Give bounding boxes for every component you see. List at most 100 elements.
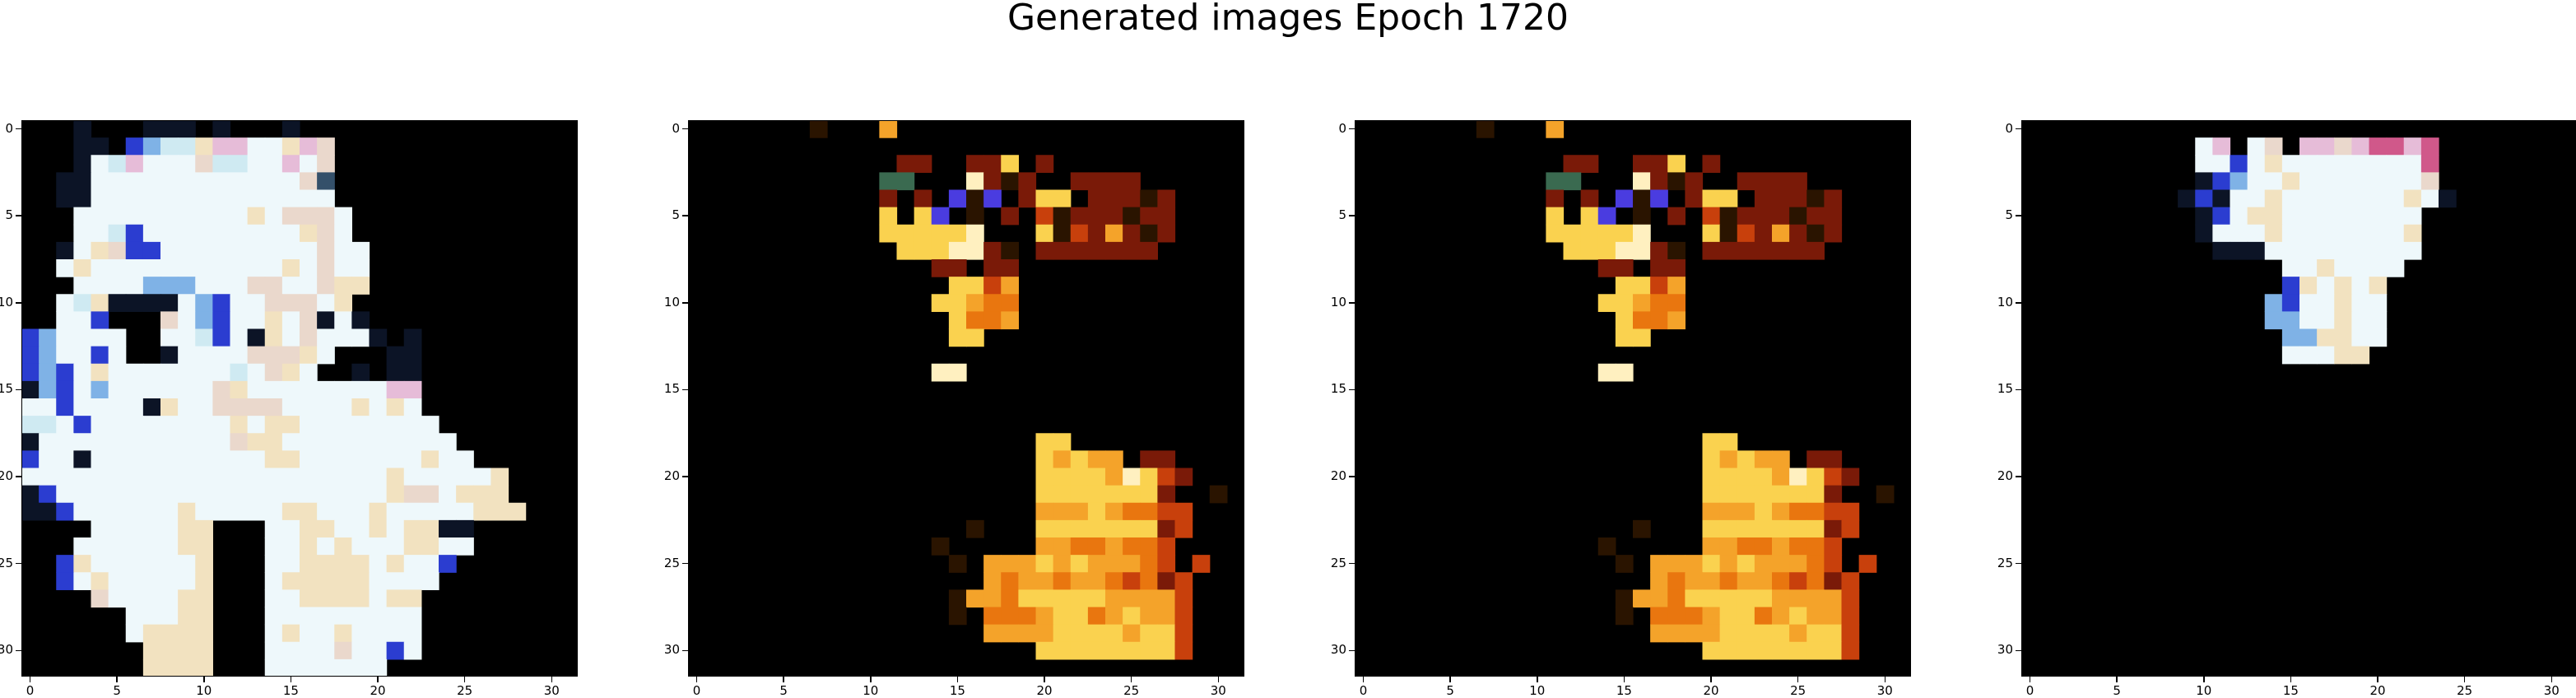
- pixel: [160, 433, 179, 451]
- pixel: [160, 328, 179, 347]
- pixel: [491, 468, 509, 486]
- pixel: [351, 363, 370, 382]
- pixel: [212, 241, 231, 260]
- pixel: [1754, 485, 1773, 504]
- pixel: [230, 502, 249, 521]
- x-tick: [2550, 677, 2553, 682]
- pixel: [1650, 294, 1668, 312]
- pixel: [300, 137, 318, 156]
- pixel: [966, 519, 984, 538]
- pixel: [351, 241, 370, 260]
- pixel: [1105, 519, 1123, 538]
- pixel: [2317, 328, 2335, 347]
- pixel: [195, 277, 213, 295]
- pixel: [160, 172, 179, 191]
- pixel: [300, 277, 318, 295]
- pixel: [473, 468, 491, 486]
- pixel: [334, 241, 352, 260]
- y-tick: [1349, 215, 1355, 216]
- pixel: [2420, 189, 2439, 208]
- pixel: [281, 277, 300, 295]
- pixel: [1035, 502, 1054, 521]
- pixel: [948, 224, 967, 243]
- figure-title: Generated images Epoch 1720: [1007, 0, 1569, 39]
- pixel: [1001, 207, 1019, 226]
- pixel: [1737, 502, 1755, 521]
- pixel: [948, 328, 967, 347]
- pixel: [21, 485, 40, 504]
- pixel: [91, 485, 109, 504]
- pixel: [1650, 155, 1668, 173]
- pixel: [2369, 224, 2388, 243]
- pixel: [108, 572, 127, 590]
- pixel: [369, 502, 388, 521]
- pixel: [317, 624, 335, 643]
- pixel: [2212, 172, 2231, 191]
- y-tick-label: 5: [672, 207, 680, 223]
- pixel: [125, 277, 144, 295]
- pixel: [160, 120, 179, 138]
- pixel: [2212, 241, 2231, 260]
- pixel: [195, 433, 213, 451]
- pixel: [1123, 189, 1141, 208]
- pixel: [178, 328, 196, 347]
- y-tick: [16, 562, 21, 565]
- pixel: [264, 641, 283, 660]
- pixel: [334, 555, 352, 573]
- pixel: [983, 607, 1002, 626]
- pixel: [334, 519, 352, 538]
- pixel: [91, 537, 109, 556]
- pixel: [160, 277, 179, 295]
- pixel: [56, 572, 74, 590]
- pixel: [125, 155, 144, 173]
- pixel: [73, 346, 92, 365]
- pixel: [125, 259, 144, 277]
- pixel: [948, 189, 967, 208]
- pixel: [281, 658, 300, 677]
- pixel: [2369, 207, 2388, 226]
- pixel: [142, 537, 161, 556]
- pixel: [2351, 328, 2370, 347]
- pixel: [1772, 485, 1790, 504]
- pixel: [1053, 485, 1072, 504]
- pixel: [1018, 607, 1037, 626]
- pixel: [1667, 207, 1686, 226]
- pixel: [195, 346, 213, 365]
- pixel: [247, 398, 266, 416]
- pixel: [230, 294, 249, 312]
- pixel: [230, 416, 249, 434]
- pixel: [195, 624, 213, 643]
- pixel: [317, 172, 335, 191]
- pixel: [91, 519, 109, 538]
- pixel: [125, 519, 144, 538]
- pixel: [212, 259, 231, 277]
- pixel: [73, 137, 92, 156]
- pixel: [1702, 207, 1721, 226]
- pixel: [212, 207, 231, 226]
- x-tick: [870, 677, 872, 682]
- pixel: [317, 641, 335, 660]
- pixel: [264, 416, 283, 434]
- pixel: [195, 259, 213, 277]
- pixel: [1754, 589, 1773, 608]
- pixel: [125, 137, 144, 156]
- pixel: [1737, 555, 1755, 573]
- pixel: [1702, 189, 1721, 208]
- pixel: [809, 120, 828, 138]
- pixel: [300, 433, 318, 451]
- pixel: [2264, 137, 2283, 156]
- x-tick-label: 30: [2543, 683, 2560, 698]
- pixel: [1667, 172, 1686, 191]
- pixel: [1018, 172, 1037, 191]
- pixel: [300, 555, 318, 573]
- pixel: [1140, 555, 1158, 573]
- pixel: [2386, 155, 2405, 173]
- pixel: [2264, 311, 2283, 330]
- pixel: [948, 294, 967, 312]
- pixel: [91, 589, 109, 608]
- y-tick: [682, 562, 688, 565]
- pixel: [1772, 241, 1790, 260]
- pixel: [1685, 172, 1704, 191]
- pixel: [281, 120, 300, 138]
- pixel: [2334, 294, 2352, 312]
